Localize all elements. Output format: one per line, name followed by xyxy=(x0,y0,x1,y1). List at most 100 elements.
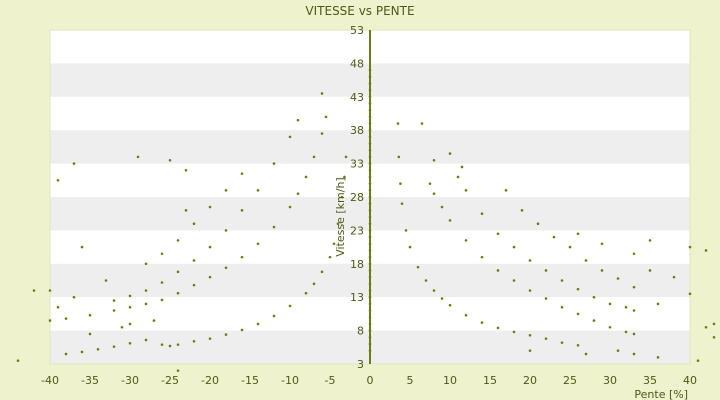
data-point xyxy=(224,229,228,232)
data-point xyxy=(56,179,60,182)
data-point xyxy=(80,350,84,354)
y-tick-label: 53 xyxy=(350,24,364,37)
data-point xyxy=(343,175,346,179)
chart-title: VITESSE vs PENTE xyxy=(305,4,414,18)
data-point xyxy=(144,338,148,342)
x-tick-label: 30 xyxy=(603,374,617,387)
data-point xyxy=(460,165,464,169)
data-point xyxy=(160,298,164,302)
data-point xyxy=(240,255,244,259)
data-point xyxy=(512,330,516,334)
x-tick-label: -20 xyxy=(201,374,219,387)
data-point xyxy=(328,255,332,259)
x-tick-label: 15 xyxy=(483,374,497,387)
data-point xyxy=(600,242,604,246)
y-tick-label: 43 xyxy=(350,91,364,104)
data-point xyxy=(168,344,172,348)
data-point xyxy=(48,319,52,322)
data-point xyxy=(192,339,196,343)
data-point xyxy=(136,155,140,159)
data-point xyxy=(656,302,660,306)
data-point xyxy=(632,332,636,336)
data-point xyxy=(528,349,532,352)
data-point xyxy=(176,291,180,295)
x-tick-label: 40 xyxy=(683,374,697,387)
data-point xyxy=(428,182,432,185)
data-point xyxy=(656,356,660,359)
x-tick-label: -35 xyxy=(81,374,99,387)
data-point xyxy=(176,239,180,242)
data-point xyxy=(144,302,148,306)
data-point xyxy=(544,337,548,340)
data-point xyxy=(600,269,604,272)
data-point xyxy=(332,242,336,246)
data-point xyxy=(560,305,564,309)
data-point xyxy=(440,205,444,209)
data-point xyxy=(632,352,636,356)
data-point xyxy=(464,189,468,192)
data-point xyxy=(112,345,116,348)
y-tick-label: 28 xyxy=(350,191,364,204)
y-axis-label: Vitesse [km/h] xyxy=(334,177,347,256)
data-point xyxy=(336,222,340,226)
x-tick-label: -5 xyxy=(325,374,336,387)
data-point xyxy=(128,305,132,309)
data-point xyxy=(192,283,196,287)
data-point xyxy=(96,348,100,351)
data-point xyxy=(128,341,132,345)
y-tick-label: 33 xyxy=(350,158,364,171)
x-tick-label: -10 xyxy=(281,374,299,387)
y-tick-label: 38 xyxy=(350,124,364,137)
data-point xyxy=(320,92,324,95)
data-point xyxy=(560,341,564,344)
data-point xyxy=(72,295,76,299)
data-point xyxy=(496,269,500,272)
data-point xyxy=(616,349,620,352)
data-point xyxy=(16,359,20,362)
data-point xyxy=(296,118,300,122)
data-point xyxy=(288,135,292,139)
data-point xyxy=(160,252,164,256)
x-tick-label: 20 xyxy=(523,374,537,387)
data-point xyxy=(576,343,580,347)
data-point xyxy=(592,295,596,299)
data-point xyxy=(312,155,316,159)
data-point xyxy=(128,322,132,326)
data-point xyxy=(288,304,292,308)
x-tick-labels: -40 -35 -30 -25 -20 -15 -10 -5 0 5 10 15 20 25 30 35 40 xyxy=(41,374,697,387)
x-tick-label: -40 xyxy=(41,374,59,387)
data-point xyxy=(624,305,628,309)
data-point xyxy=(480,321,484,324)
data-point xyxy=(440,297,444,300)
data-point xyxy=(512,279,516,282)
data-point xyxy=(399,182,402,185)
data-point xyxy=(448,219,452,222)
data-point xyxy=(144,262,148,266)
data-point xyxy=(432,192,436,195)
data-point xyxy=(344,155,348,159)
data-point xyxy=(208,275,212,279)
data-point xyxy=(256,242,260,246)
data-point xyxy=(528,289,532,292)
data-point xyxy=(424,279,428,282)
data-point xyxy=(416,265,420,269)
data-point xyxy=(448,152,452,155)
data-point xyxy=(176,343,180,346)
y-tick-label: 48 xyxy=(350,57,364,70)
data-point xyxy=(272,162,276,165)
data-point xyxy=(152,319,156,322)
data-point xyxy=(272,225,276,229)
data-point xyxy=(616,277,620,280)
data-point xyxy=(536,222,540,226)
data-point xyxy=(544,269,548,272)
y-tick-label: 23 xyxy=(350,224,364,237)
data-point xyxy=(404,229,408,232)
data-point xyxy=(632,285,636,289)
data-point xyxy=(432,289,436,292)
data-point xyxy=(72,162,76,165)
data-point xyxy=(160,281,164,284)
data-point xyxy=(240,328,244,332)
data-point xyxy=(296,192,300,195)
data-point xyxy=(648,269,652,272)
